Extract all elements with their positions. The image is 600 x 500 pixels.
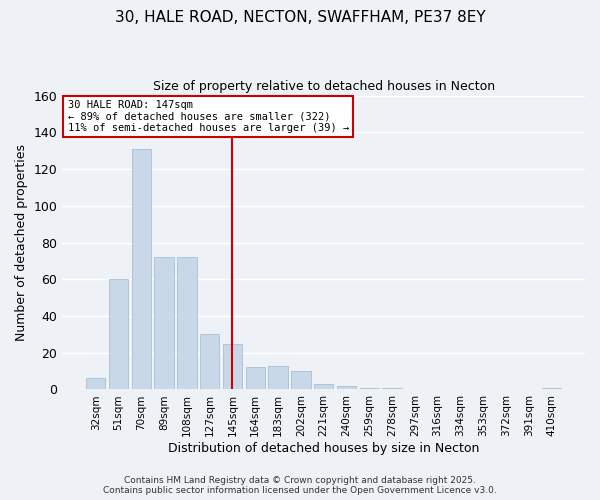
Bar [245,368,265,390]
Text: 30, HALE ROAD, NECTON, SWAFFHAM, PE37 8EY: 30, HALE ROAD, NECTON, SWAFFHAM, PE37 8E… [115,10,485,25]
Bar [177,257,197,390]
Bar [337,386,356,390]
Text: 30 HALE ROAD: 147sqm
← 89% of detached houses are smaller (322)
11% of semi-deta: 30 HALE ROAD: 147sqm ← 89% of detached h… [68,100,349,133]
Text: Contains HM Land Registry data © Crown copyright and database right 2025.
Contai: Contains HM Land Registry data © Crown c… [103,476,497,495]
Bar [109,279,128,390]
Bar [382,388,402,390]
X-axis label: Distribution of detached houses by size in Necton: Distribution of detached houses by size … [168,442,479,455]
Bar [223,344,242,390]
Bar [314,384,334,390]
Bar [268,366,288,390]
Bar [291,371,311,390]
Bar [131,149,151,390]
Bar [359,388,379,390]
Bar [542,388,561,390]
Title: Size of property relative to detached houses in Necton: Size of property relative to detached ho… [152,80,495,93]
Y-axis label: Number of detached properties: Number of detached properties [15,144,28,341]
Bar [154,257,174,390]
Bar [86,378,106,390]
Bar [200,334,220,390]
